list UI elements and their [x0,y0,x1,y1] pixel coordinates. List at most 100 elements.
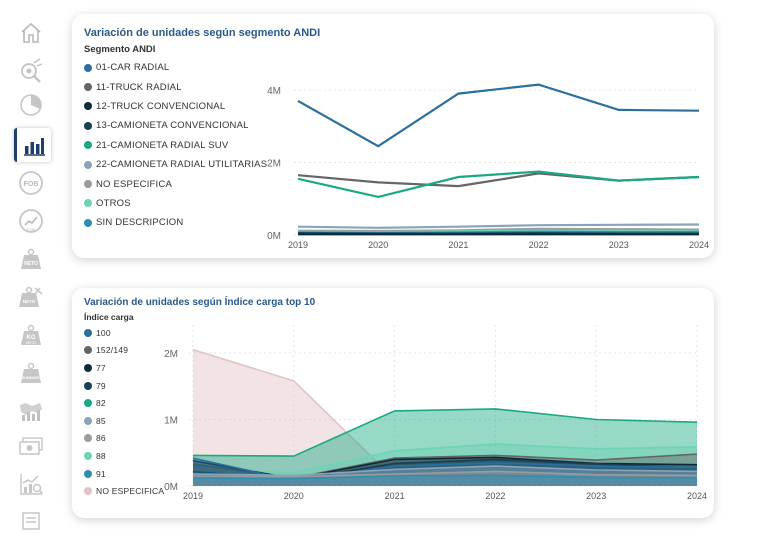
legend-label: 79 [96,380,106,391]
weight-neto-icon: NETO [21,248,41,269]
nav-weight-neto[interactable]: NETO [17,245,45,273]
nav-fob-trend[interactable]: FOB [17,207,45,235]
fob-trend-icon: FOB [19,209,43,233]
legend-item[interactable]: 77 [84,359,164,377]
legend-title: Índice carga [84,312,134,322]
legend-item[interactable]: 11-TRUCK RADIAL [84,77,267,96]
nav-pie-chart[interactable] [17,91,45,119]
y-tick-label: 0M [267,231,281,242]
legend-label: NO ESPECIFICA [96,178,172,190]
legend-label: 22-CAMIONETA RADIAL UTILITARIAS [96,159,268,171]
fob-trend-icon-label: FOB [27,227,36,232]
x-tick-label: 2022 [529,240,549,250]
series-line[interactable] [297,83,700,148]
kg-icon-label: KG [27,335,36,341]
legend-color-dot [84,399,92,408]
legend-item[interactable]: 86 [84,430,164,448]
growth-chart-icon [20,474,44,495]
nav-map-chart[interactable] [17,396,45,424]
series-line[interactable] [192,443,698,474]
legend-color-dot [84,363,92,372]
series-line[interactable] [297,223,700,229]
legend-item[interactable]: 13-CAMIONETA CONVENCIONAL [84,116,267,135]
legend-item[interactable]: 91 [84,465,164,483]
legend-color-dot [84,141,92,150]
series-line[interactable] [192,348,698,484]
series-line[interactable] [192,408,698,457]
nav-weight-bruto[interactable]: NETO [17,283,45,311]
legend-label: 21-CAMIONETA RADIAL SUV [96,139,229,151]
x-tick-label: 2024 [687,491,707,501]
x-tick-label: 2020 [368,240,388,250]
legend-label: 85 [96,415,106,426]
x-tick-label: 2023 [586,491,606,501]
line-chart[interactable]: 0M 2M 4M 2019 2020 2021 2022 2023 2024 [72,14,714,258]
series-line[interactable] [192,465,698,477]
legend-item[interactable]: 12-TRUCK CONVENCIONAL [84,97,267,116]
legend: 100 152/149 77 79 82 85 86 88 91 NO ESPECIFICA [84,324,164,500]
weight-neto-label: NETO [24,261,38,267]
legend-label: 12-TRUCK CONVENCIONAL [96,100,226,112]
legend-label: 77 [96,362,106,373]
series-line[interactable] [297,170,700,199]
legend-color-dot [84,381,92,390]
legend-label: SIN DESCRIPCION [96,217,184,229]
legend-item[interactable]: NO ESPECIFICA [84,174,267,193]
weight-summary-label: SUMMARY [22,376,41,380]
legend-item[interactable]: 22-CAMIONETA RADIAL UTILITARIAS [84,155,267,174]
legend: 01-CAR RADIAL 11-TRUCK RADIAL 12-TRUCK CON… [84,58,267,233]
nav-fob[interactable]: FOB [17,169,45,197]
fob-icon: FOB [19,171,43,195]
legend-color-dot [84,160,92,169]
legend-item[interactable]: OTROS [84,194,267,213]
chart-card-indice-carga: Variación de unidades según Índice carga… [72,288,714,518]
home-icon [21,22,41,43]
legend-item[interactable]: NO ESPECIFICA [84,482,164,500]
legend-color-dot [84,416,92,425]
legend-item[interactable]: 88 [84,447,164,465]
series-line[interactable] [192,470,698,478]
legend-item[interactable]: 152/149 [84,342,164,360]
bar-chart-icon [24,138,45,156]
chart-title: Variación de unidades según segmento AND… [84,27,321,39]
legend-color-dot [84,434,92,443]
money-icon [19,437,43,455]
x-tick-label: 2019 [288,240,308,250]
nav-growth-chart[interactable] [17,470,45,498]
legend-item[interactable]: 100 [84,324,164,342]
legend-label: 91 [96,468,106,479]
area-fill [193,471,697,486]
nav-document[interactable] [17,506,45,534]
y-tick-label: 2M [267,159,281,170]
nav-money[interactable] [17,433,45,461]
x-tick-label: 2021 [448,240,468,250]
nav-weight-summary[interactable]: SUMMARY [17,359,45,387]
y-tick-label: 2M [164,349,178,360]
legend-label: 82 [96,398,106,409]
legend-item[interactable]: 85 [84,412,164,430]
x-tick-label: 2019 [183,491,203,501]
legend-label: OTROS [96,197,131,209]
nav-bar-chart[interactable] [14,128,51,162]
legend-item[interactable]: 82 [84,394,164,412]
nav-search-analytics[interactable] [17,56,45,84]
area-chart[interactable]: 0M 1M 2M 2019 2020 2021 2022 2023 2024 [72,288,714,518]
series-line[interactable] [192,474,698,480]
weight-bruto-icon: NETO [19,286,43,307]
legend-item[interactable]: 79 [84,377,164,395]
legend-color-dot [84,63,92,72]
legend-title: Segmento ANDI [84,44,156,55]
legend-item[interactable]: 01-CAR RADIAL [84,58,267,77]
legend-label: NO ESPECIFICA [96,486,165,497]
legend-color-dot [84,180,92,189]
nav-kg-neto[interactable]: KG NETO [17,321,45,349]
chart-title: Variación de unidades según Índice carga… [84,297,316,308]
legend-color-dot [84,328,92,337]
search-analytics-icon [21,58,43,83]
legend-label: 86 [96,433,106,444]
nav-home[interactable] [17,19,45,47]
legend-item[interactable]: 21-CAMIONETA RADIAL SUV [84,136,267,155]
y-tick-label: 4M [267,86,281,97]
legend-label: 13-CAMIONETA CONVENCIONAL [96,120,249,132]
legend-item[interactable]: SIN DESCRIPCION [84,213,267,232]
